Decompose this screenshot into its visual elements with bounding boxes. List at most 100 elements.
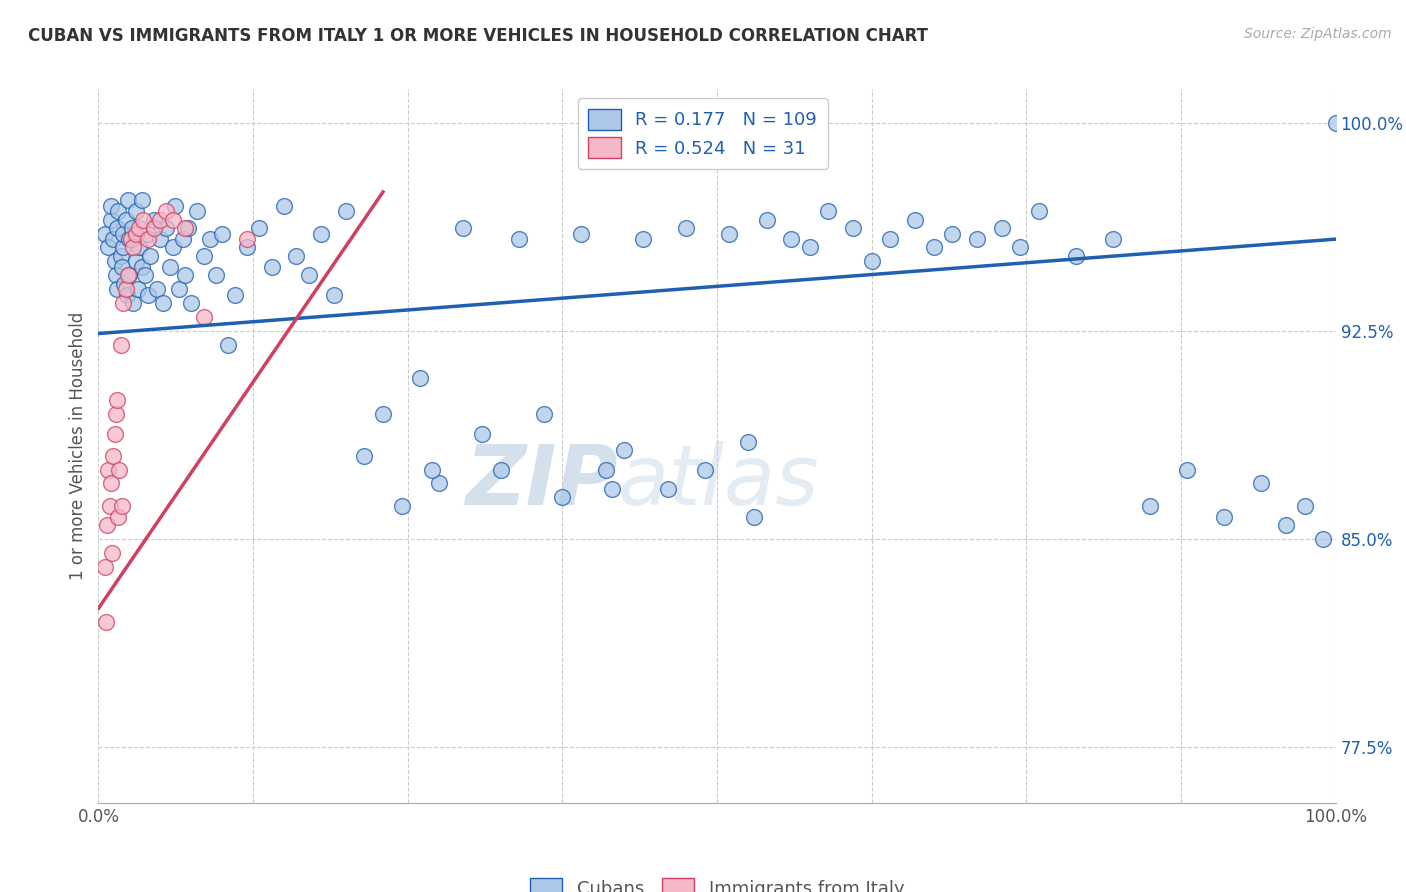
Point xyxy=(298,268,321,283)
Point xyxy=(1324,115,1347,129)
Point xyxy=(136,287,159,301)
Point xyxy=(162,212,184,227)
Point xyxy=(1294,499,1316,513)
Point xyxy=(176,221,198,235)
Point xyxy=(422,462,444,476)
Point xyxy=(879,232,901,246)
Point xyxy=(631,232,654,246)
Point xyxy=(103,232,125,246)
Point xyxy=(551,491,574,505)
Point xyxy=(98,499,121,513)
Point xyxy=(128,240,150,254)
Text: CUBAN VS IMMIGRANTS FROM ITALY 1 OR MORE VEHICLES IN HOUSEHOLD CORRELATION CHART: CUBAN VS IMMIGRANTS FROM ITALY 1 OR MORE… xyxy=(28,27,928,45)
Point xyxy=(93,559,115,574)
Point xyxy=(112,296,135,310)
Point xyxy=(718,227,741,241)
Point xyxy=(260,260,283,274)
Point xyxy=(780,232,803,246)
Point xyxy=(1139,499,1161,513)
Point xyxy=(799,240,821,254)
Point xyxy=(139,249,162,263)
Point xyxy=(353,449,375,463)
Point xyxy=(737,434,759,449)
Point xyxy=(198,232,221,246)
Point xyxy=(136,232,159,246)
Point xyxy=(111,499,134,513)
Point xyxy=(165,199,187,213)
Point xyxy=(120,232,142,246)
Legend: Cubans, Immigrants from Italy: Cubans, Immigrants from Italy xyxy=(520,869,914,892)
Point xyxy=(124,254,146,268)
Point xyxy=(105,282,128,296)
Point xyxy=(118,232,141,246)
Point xyxy=(117,268,139,283)
Point xyxy=(94,615,117,630)
Point xyxy=(533,407,555,421)
Point xyxy=(990,221,1012,235)
Point xyxy=(172,232,194,246)
Point xyxy=(122,296,145,310)
Point xyxy=(675,221,697,235)
Point xyxy=(247,221,270,235)
Point xyxy=(285,249,308,263)
Point xyxy=(100,199,122,213)
Point xyxy=(143,212,166,227)
Point xyxy=(136,227,159,241)
Point xyxy=(224,287,246,301)
Point xyxy=(236,240,259,254)
Point xyxy=(112,277,135,291)
Point xyxy=(569,227,592,241)
Point xyxy=(217,337,239,351)
Point xyxy=(97,462,120,476)
Point xyxy=(110,249,132,263)
Point xyxy=(111,260,134,274)
Point xyxy=(110,337,132,351)
Point xyxy=(1028,204,1050,219)
Point xyxy=(1312,532,1334,546)
Point xyxy=(1275,518,1298,533)
Y-axis label: 1 or more Vehicles in Household: 1 or more Vehicles in Household xyxy=(69,312,87,580)
Point xyxy=(453,221,475,235)
Point xyxy=(904,212,927,227)
Point xyxy=(508,232,530,246)
Point xyxy=(149,232,172,246)
Point xyxy=(96,518,118,533)
Point xyxy=(117,194,139,208)
Point xyxy=(105,393,128,408)
Point xyxy=(335,204,357,219)
Point xyxy=(145,282,167,296)
Point xyxy=(205,268,228,283)
Point xyxy=(128,221,150,235)
Point xyxy=(842,221,865,235)
Point xyxy=(100,212,122,227)
Point xyxy=(159,260,181,274)
Point xyxy=(104,407,127,421)
Text: atlas: atlas xyxy=(619,442,820,522)
Point xyxy=(600,482,623,496)
Point xyxy=(152,296,174,310)
Point xyxy=(124,204,146,219)
Point xyxy=(132,212,155,227)
Point xyxy=(155,204,177,219)
Point xyxy=(131,260,153,274)
Point xyxy=(273,199,295,213)
Point xyxy=(104,268,127,283)
Point xyxy=(100,476,122,491)
Point xyxy=(693,462,716,476)
Text: ZIP: ZIP xyxy=(465,442,619,522)
Point xyxy=(817,204,839,219)
Point xyxy=(124,227,146,241)
Point xyxy=(103,254,125,268)
Point xyxy=(1175,462,1198,476)
Point xyxy=(101,546,124,560)
Point xyxy=(107,509,129,524)
Point xyxy=(112,240,135,254)
Point xyxy=(966,232,988,246)
Point xyxy=(211,227,233,241)
Point xyxy=(121,221,143,235)
Point xyxy=(115,287,138,301)
Point xyxy=(613,443,636,458)
Point xyxy=(742,509,765,524)
Point xyxy=(755,212,778,227)
Point xyxy=(107,204,129,219)
